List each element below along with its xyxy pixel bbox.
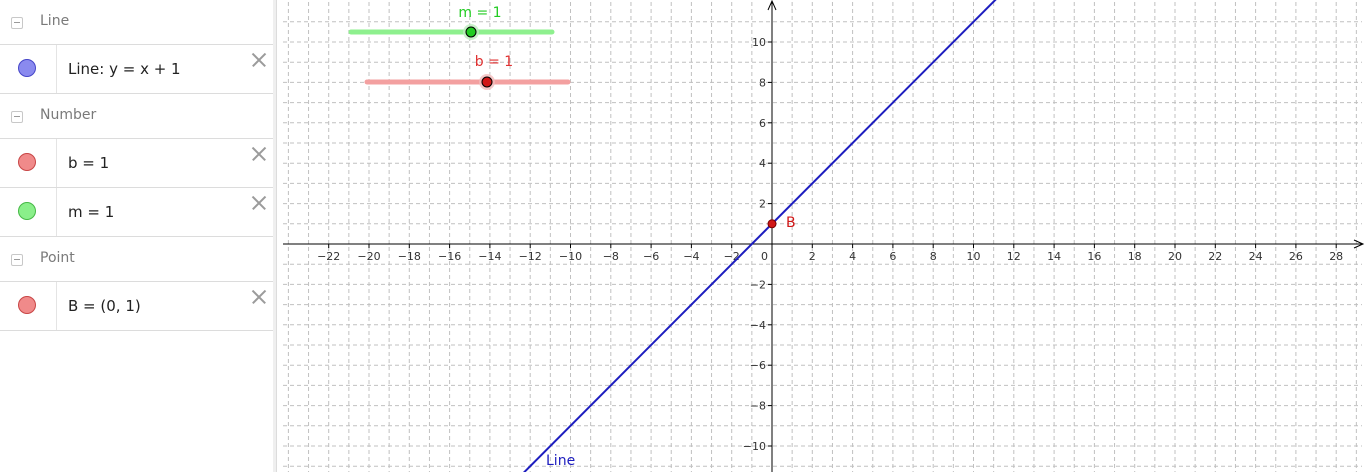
slider-m-handle-center[interactable] xyxy=(465,26,477,38)
delete-icon[interactable] xyxy=(248,286,270,308)
view-splitter[interactable] xyxy=(273,0,277,472)
slider-b-handle-center[interactable] xyxy=(481,76,493,88)
x-tick-label: −2 xyxy=(724,250,740,263)
axes xyxy=(283,0,1365,472)
x-tick-label: −18 xyxy=(398,250,421,263)
x-tick-label: −12 xyxy=(519,250,542,263)
algebra-item-m[interactable]: m = 1 xyxy=(0,188,273,237)
marker-cell xyxy=(0,282,57,330)
x-tick-label: −10 xyxy=(559,250,582,263)
group-line-header[interactable]: Line xyxy=(0,0,273,45)
expression-text[interactable]: B = (0, 1) xyxy=(68,297,141,315)
collapse-icon[interactable] xyxy=(11,254,23,266)
x-tick-label: 22 xyxy=(1208,250,1222,263)
y-tick-label: −4 xyxy=(750,319,766,332)
x-tick-label: −20 xyxy=(357,250,380,263)
x-tick-label: 2 xyxy=(809,250,816,263)
group-title: Number xyxy=(40,107,97,123)
delete-icon[interactable] xyxy=(248,49,270,71)
x-tick-label: −6 xyxy=(643,250,659,263)
delete-icon[interactable] xyxy=(248,143,270,165)
group-title: Point xyxy=(40,250,75,266)
visibility-toggle-icon[interactable] xyxy=(18,296,36,314)
marker-cell xyxy=(0,188,57,236)
x-tick-label: 24 xyxy=(1249,250,1263,263)
y-axis-arrow-icon xyxy=(767,0,777,11)
graphics-view[interactable]: −22 −20 −18 −16 −14 −12 −10 −8 −6 −4 −2 0 2 4 6 8 10 12 14… xyxy=(277,0,1366,472)
visibility-toggle-icon[interactable] xyxy=(18,153,36,171)
collapse-icon[interactable] xyxy=(11,111,23,123)
slider-b-label: b = 1 xyxy=(475,54,513,70)
collapse-icon[interactable] xyxy=(11,17,23,29)
slider-m[interactable]: m = 1 xyxy=(348,5,555,40)
x-tick-label: 4 xyxy=(849,250,856,263)
y-tick-label: −8 xyxy=(750,400,766,413)
x-tick-label: 16 xyxy=(1087,250,1101,263)
x-tick-label: −14 xyxy=(478,250,501,263)
expression-text[interactable]: m = 1 xyxy=(68,203,115,221)
group-number-header[interactable]: Number xyxy=(0,94,273,139)
group-title: Line xyxy=(40,13,70,29)
visibility-toggle-icon[interactable] xyxy=(18,59,36,77)
y-tick-label: −2 xyxy=(750,278,766,291)
algebra-item-point-b[interactable]: B = (0, 1) xyxy=(0,282,273,331)
x-tick-label: 20 xyxy=(1168,250,1182,263)
y-tick-label: 10 xyxy=(752,36,766,49)
x-tick-label: −8 xyxy=(603,250,619,263)
x-axis-arrow-icon xyxy=(1353,239,1365,249)
slider-b[interactable]: b = 1 xyxy=(364,54,571,90)
point-b[interactable] xyxy=(767,219,777,229)
marker-cell xyxy=(0,45,57,93)
y-tick-label: 8 xyxy=(759,76,766,89)
visibility-toggle-icon[interactable] xyxy=(18,202,36,220)
slider-m-label: m = 1 xyxy=(458,5,501,21)
y-tick-label: 2 xyxy=(759,198,766,211)
x-tick-label: 26 xyxy=(1289,250,1303,263)
x-tick-label: −16 xyxy=(438,250,461,263)
marker-cell xyxy=(0,139,57,187)
x-tick-label: 12 xyxy=(1007,250,1021,263)
algebra-item-b[interactable]: b = 1 xyxy=(0,139,273,188)
expression-text[interactable]: b = 1 xyxy=(68,154,110,172)
y-tick-label: 4 xyxy=(759,157,766,170)
x-tick-label: 0 xyxy=(761,250,768,263)
x-tick-label: 18 xyxy=(1128,250,1142,263)
expression-text[interactable]: Line: y = x + 1 xyxy=(68,60,181,78)
y-tick-label: −10 xyxy=(743,440,766,453)
algebra-view: Line Line: y = x + 1 Number b = 1 m = 1 … xyxy=(0,0,274,472)
x-tick-labels: −22 −20 −18 −16 −14 −12 −10 −8 −6 −4 −2 0 2 4 6 8 10 12 14… xyxy=(317,244,1343,263)
line-label[interactable]: Line xyxy=(546,453,575,469)
delete-icon[interactable] xyxy=(248,192,270,214)
algebra-item-line[interactable]: Line: y = x + 1 xyxy=(0,45,273,94)
x-tick-label: 6 xyxy=(889,250,896,263)
x-tick-label: −4 xyxy=(683,250,699,263)
line-object[interactable] xyxy=(510,0,1014,472)
point-b-label[interactable]: B xyxy=(786,215,796,231)
y-tick-labels: 10 8 6 4 2 −2 −4 −6 −8 −10 xyxy=(743,36,772,453)
group-point-header[interactable]: Point xyxy=(0,237,273,282)
x-tick-label: 28 xyxy=(1329,250,1343,263)
x-tick-label: −22 xyxy=(317,250,340,263)
y-tick-label: 6 xyxy=(759,117,766,130)
x-tick-label: 8 xyxy=(930,250,937,263)
x-tick-label: 14 xyxy=(1047,250,1061,263)
x-tick-label: 10 xyxy=(967,250,981,263)
y-tick-label: −6 xyxy=(750,359,766,372)
